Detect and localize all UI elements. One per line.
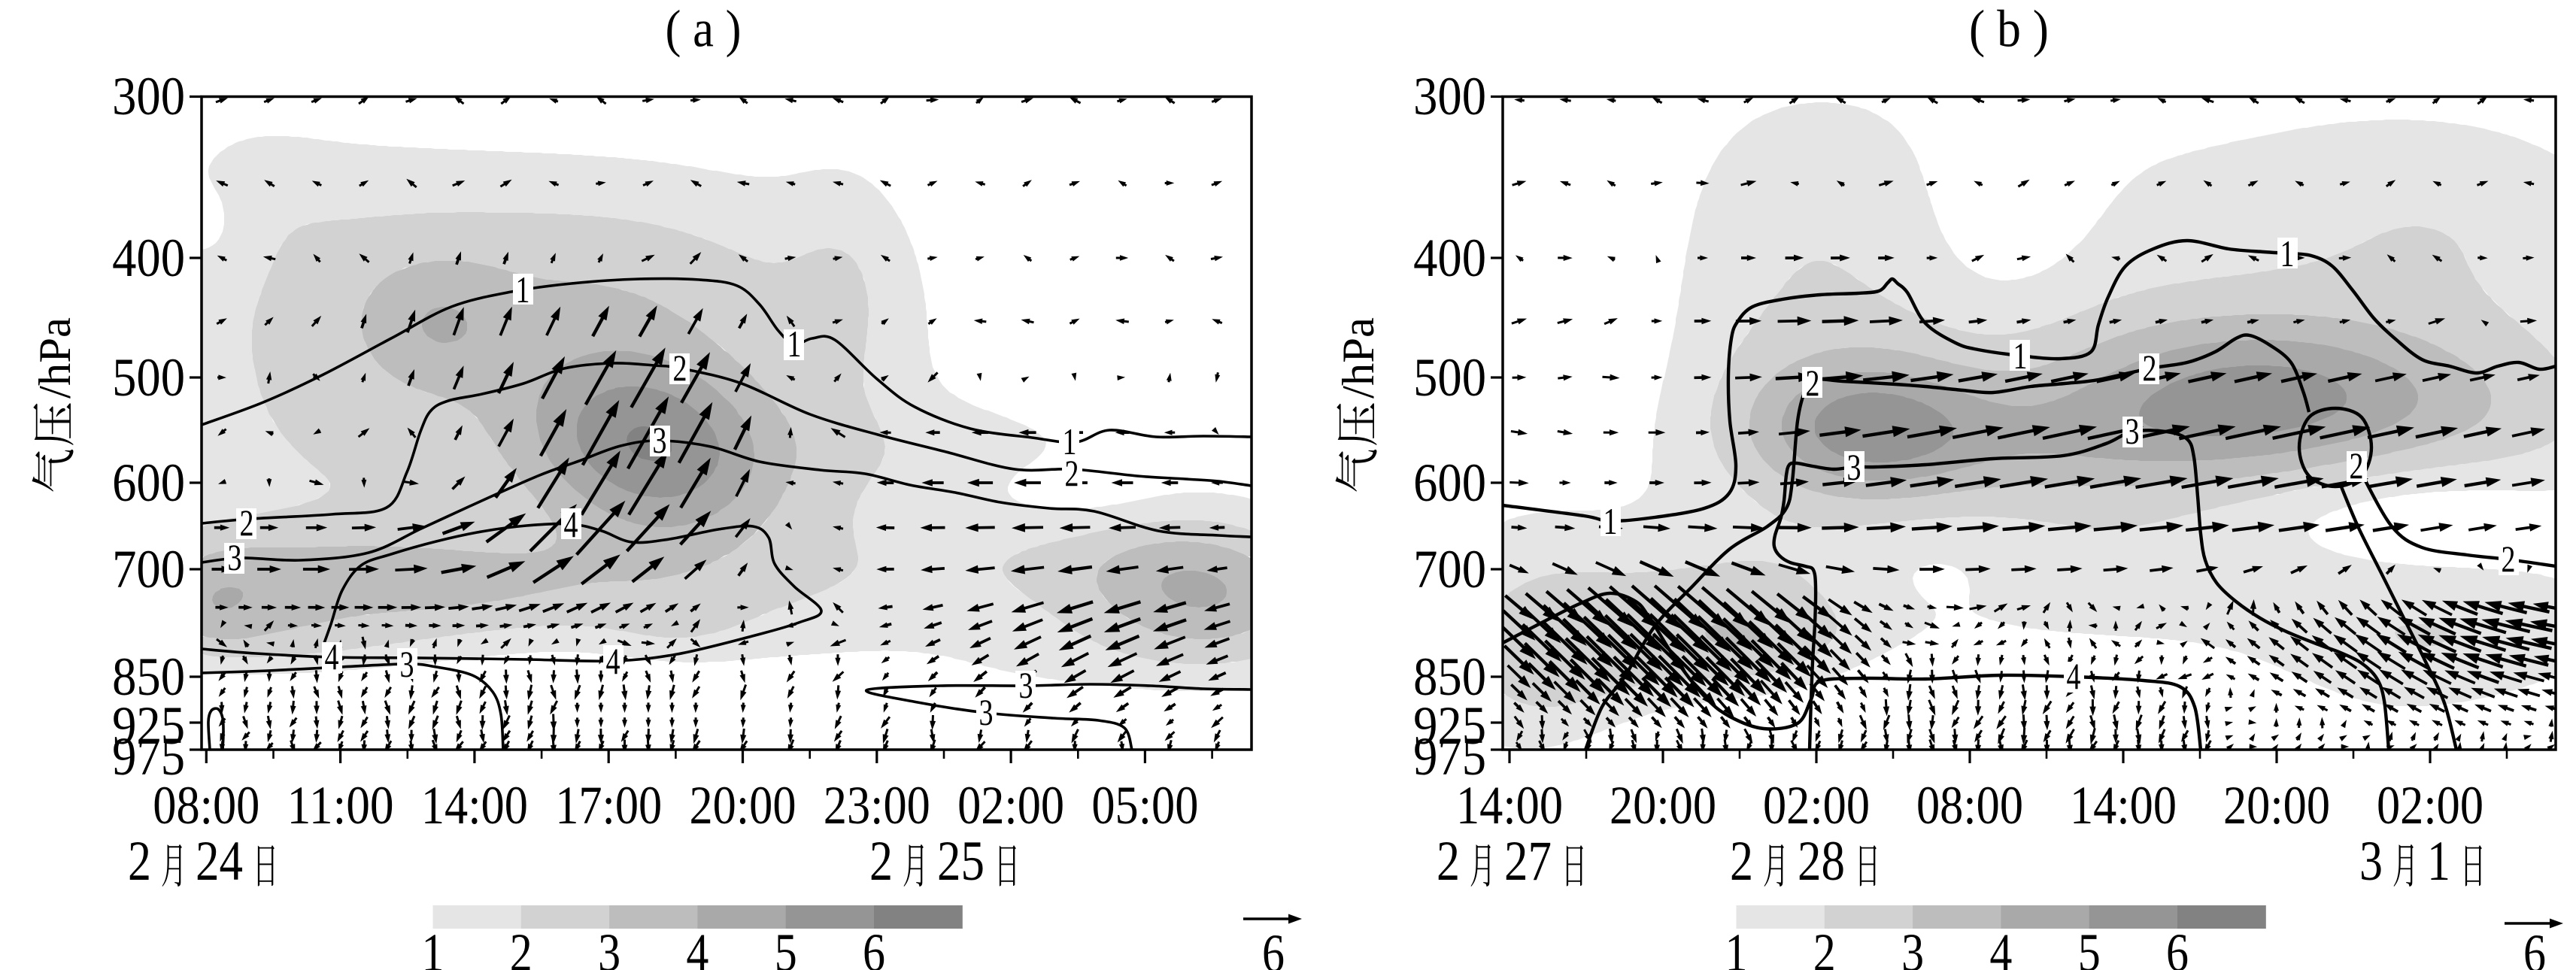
svg-text:27: 27: [1504, 830, 1552, 893]
svg-text:850: 850: [1413, 646, 1486, 707]
svg-text:3: 3: [979, 691, 994, 733]
svg-text:( b ): ( b ): [1969, 1, 2049, 59]
svg-text:/hPa: /hPa: [30, 317, 80, 399]
svg-text:14:00: 14:00: [2070, 774, 2177, 835]
svg-text:28: 28: [1798, 830, 1845, 893]
svg-text:02:00: 02:00: [957, 774, 1064, 835]
svg-text:500: 500: [112, 347, 185, 408]
svg-text:700: 700: [1413, 538, 1486, 599]
svg-text:975: 975: [112, 726, 185, 787]
svg-text:3: 3: [400, 643, 414, 685]
svg-text:300: 300: [1413, 65, 1486, 126]
svg-text:6: 6: [2523, 923, 2546, 970]
svg-text:2: 2: [1730, 830, 1753, 893]
svg-text:3: 3: [2359, 830, 2383, 893]
svg-text:850: 850: [112, 646, 185, 707]
svg-text:2: 2: [673, 347, 687, 389]
svg-text:/hPa: /hPa: [1334, 317, 1383, 399]
svg-text:2: 2: [2502, 538, 2516, 580]
svg-text:3: 3: [598, 922, 620, 970]
svg-text:23:00: 23:00: [824, 774, 930, 835]
svg-text:975: 975: [1413, 726, 1486, 787]
svg-text:2: 2: [2143, 347, 2157, 389]
svg-text:2: 2: [1806, 362, 1820, 404]
svg-text:14:00: 14:00: [1456, 774, 1563, 835]
svg-text:20:00: 20:00: [1610, 774, 1716, 835]
svg-text:1: 1: [516, 268, 530, 311]
svg-text:4: 4: [2067, 655, 2081, 697]
svg-text:4: 4: [325, 635, 339, 677]
svg-text:3: 3: [1847, 446, 1861, 488]
svg-text:1: 1: [1604, 500, 1618, 542]
svg-text:( a ): ( a ): [666, 1, 742, 59]
svg-text:1: 1: [2427, 830, 2450, 893]
svg-text:1: 1: [1063, 420, 1077, 462]
svg-text:600: 600: [1413, 452, 1486, 513]
svg-text:600: 600: [112, 452, 185, 513]
svg-text:3: 3: [228, 536, 242, 578]
svg-text:2: 2: [1437, 830, 1460, 893]
svg-text:05:00: 05:00: [1091, 774, 1198, 835]
svg-text:925: 925: [1413, 695, 1486, 756]
svg-text:4: 4: [606, 640, 620, 682]
svg-text:02:00: 02:00: [2377, 774, 2483, 835]
svg-text:3: 3: [1019, 664, 1033, 706]
svg-text:14:00: 14:00: [421, 774, 528, 835]
svg-text:3: 3: [653, 419, 667, 461]
svg-text:6: 6: [863, 922, 885, 970]
svg-text:4: 4: [686, 922, 708, 970]
svg-text:2: 2: [128, 830, 151, 893]
svg-text:11:00: 11:00: [287, 774, 394, 835]
svg-text:5: 5: [2078, 922, 2101, 970]
svg-text:1: 1: [2013, 335, 2028, 377]
svg-text:08:00: 08:00: [153, 774, 259, 835]
svg-text:3: 3: [2125, 410, 2140, 452]
svg-text:925: 925: [112, 695, 185, 756]
svg-text:20:00: 20:00: [2223, 774, 2330, 835]
svg-text:4: 4: [1989, 922, 2012, 970]
svg-text:2: 2: [2350, 444, 2364, 487]
svg-text:1: 1: [787, 323, 802, 365]
svg-text:700: 700: [112, 538, 185, 599]
svg-text:6: 6: [2166, 922, 2189, 970]
svg-text:4: 4: [564, 503, 578, 545]
svg-text:500: 500: [1413, 347, 1486, 408]
svg-text:08:00: 08:00: [1916, 774, 2023, 835]
svg-text:2: 2: [869, 830, 893, 893]
svg-text:24: 24: [196, 830, 243, 893]
svg-text:1: 1: [1725, 922, 1748, 970]
svg-text:2: 2: [1813, 922, 1836, 970]
svg-text:6: 6: [1262, 923, 1285, 970]
svg-text:17:00: 17:00: [555, 774, 662, 835]
svg-text:1: 1: [2280, 232, 2295, 274]
svg-text:2: 2: [510, 922, 532, 970]
svg-text:400: 400: [112, 227, 185, 288]
svg-text:02:00: 02:00: [1763, 774, 1870, 835]
svg-text:3: 3: [1901, 922, 1924, 970]
svg-text:25: 25: [937, 830, 985, 893]
svg-text:2: 2: [240, 502, 254, 544]
svg-text:5: 5: [775, 922, 797, 970]
svg-text:300: 300: [112, 65, 185, 126]
svg-text:20:00: 20:00: [690, 774, 796, 835]
svg-text:400: 400: [1413, 227, 1486, 288]
svg-text:1: 1: [422, 922, 445, 970]
svg-text:2: 2: [1065, 452, 1079, 494]
